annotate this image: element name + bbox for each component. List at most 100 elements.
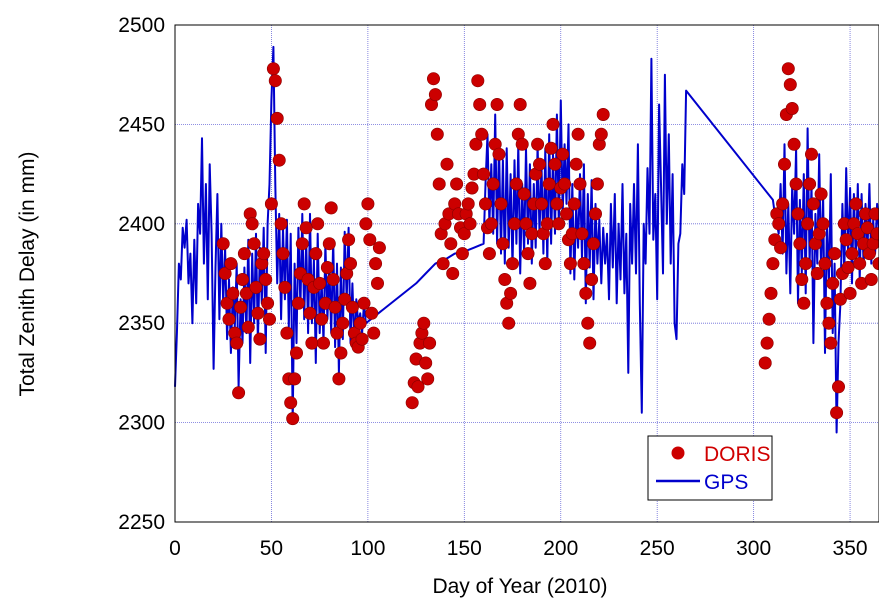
- doris-point: [257, 247, 271, 261]
- doris-point: [253, 332, 267, 346]
- doris-point: [849, 197, 863, 211]
- doris-point: [548, 157, 562, 171]
- doris-point: [494, 197, 508, 211]
- doris-point: [417, 316, 431, 330]
- doris-point: [546, 117, 560, 131]
- doris-point: [469, 137, 483, 151]
- doris-point: [519, 217, 533, 231]
- legend: DORIS GPS: [647, 435, 773, 501]
- y-tick-label: 2250: [118, 511, 165, 534]
- doris-point: [542, 177, 556, 191]
- doris-point: [345, 300, 359, 314]
- doris-point: [419, 356, 433, 370]
- doris-point: [772, 217, 786, 231]
- doris-point: [280, 326, 294, 340]
- doris-point: [845, 247, 859, 261]
- doris-point: [816, 217, 830, 231]
- doris-point: [328, 300, 342, 314]
- doris-point: [515, 137, 529, 151]
- doris-point: [320, 260, 334, 274]
- doris-point: [330, 326, 344, 340]
- doris-point: [461, 197, 475, 211]
- doris-point: [288, 372, 302, 386]
- legend-box: [647, 435, 773, 501]
- doris-point: [361, 197, 375, 211]
- doris-point: [224, 257, 238, 271]
- doris-point: [814, 187, 828, 201]
- doris-point: [455, 247, 469, 261]
- doris-point: [540, 217, 554, 231]
- doris-point: [266, 62, 280, 76]
- doris-point: [222, 312, 236, 326]
- doris-point: [795, 272, 809, 286]
- doris-point: [234, 300, 248, 314]
- doris-point: [490, 98, 504, 112]
- doris-point: [534, 197, 548, 211]
- doris-point: [338, 292, 352, 306]
- doris-point: [326, 272, 340, 286]
- doris-point: [274, 217, 288, 231]
- doris-point: [583, 336, 597, 350]
- doris-point: [575, 227, 589, 241]
- doris-point: [272, 153, 286, 167]
- doris-point: [297, 197, 311, 211]
- doris-point: [579, 286, 593, 300]
- doris-point: [563, 257, 577, 271]
- doris-point: [357, 296, 371, 310]
- doris-point: [781, 62, 795, 76]
- legend-doris-label: DORIS: [704, 443, 771, 466]
- doris-point: [484, 217, 498, 231]
- doris-point: [538, 257, 552, 271]
- doris-point: [517, 187, 531, 201]
- doris-point: [797, 296, 811, 310]
- doris-point: [523, 276, 537, 290]
- doris-point: [268, 74, 282, 88]
- doris-point: [588, 207, 602, 221]
- doris-point: [473, 98, 487, 112]
- doris-point: [232, 386, 246, 400]
- doris-point: [270, 111, 284, 125]
- doris-point: [577, 257, 591, 271]
- doris-point: [585, 272, 599, 286]
- doris-point: [831, 380, 845, 394]
- doris-point: [828, 247, 842, 261]
- doris-point: [764, 286, 778, 300]
- doris-point: [804, 147, 818, 161]
- doris-point: [236, 272, 250, 286]
- doris-point: [505, 257, 519, 271]
- doris-point: [870, 227, 879, 241]
- doris-point: [251, 306, 265, 320]
- doris-point: [475, 127, 489, 141]
- doris-point: [810, 266, 824, 280]
- y-tick-label: 2350: [118, 312, 165, 335]
- doris-point: [833, 292, 847, 306]
- legend-gps-label: GPS: [704, 471, 748, 494]
- doris-point: [864, 272, 878, 286]
- doris-point: [226, 286, 240, 300]
- doris-point: [596, 108, 610, 122]
- doris-point: [295, 237, 309, 251]
- doris-point: [822, 316, 836, 330]
- doris-point: [513, 98, 527, 112]
- doris-point: [322, 237, 336, 251]
- doris-point: [521, 247, 535, 261]
- doris-point: [299, 221, 313, 235]
- doris-point: [486, 177, 500, 191]
- doris-point: [791, 207, 805, 221]
- doris-point: [851, 227, 865, 241]
- doris-point: [276, 247, 290, 261]
- doris-point: [363, 233, 377, 247]
- doris-point: [372, 241, 386, 255]
- doris-point: [230, 336, 244, 350]
- doris-point: [839, 233, 853, 247]
- doris-point: [552, 217, 566, 231]
- doris-point: [789, 177, 803, 191]
- doris-point: [787, 137, 801, 151]
- doris-point: [359, 217, 373, 231]
- doris-point: [220, 296, 234, 310]
- doris-point: [261, 296, 275, 310]
- doris-point: [440, 157, 454, 171]
- doris-point: [405, 396, 419, 410]
- plot-series: [174, 45, 879, 434]
